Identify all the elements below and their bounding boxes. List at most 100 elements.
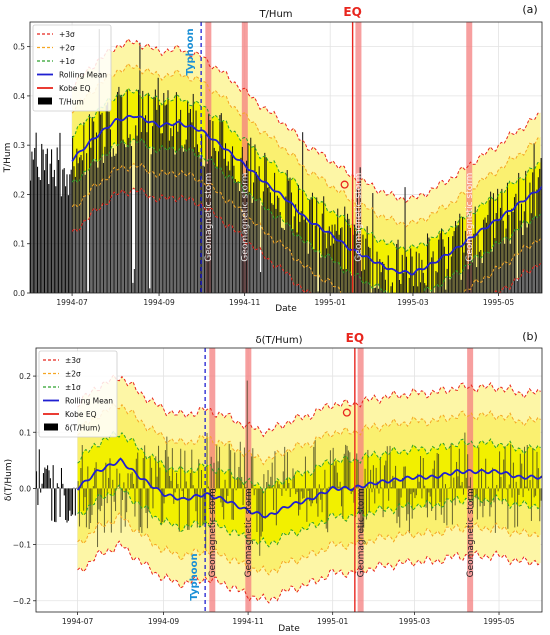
- legend-swatch: [44, 423, 58, 431]
- bar: [348, 218, 350, 293]
- bar: [243, 447, 245, 489]
- bar: [463, 252, 465, 293]
- bar: [517, 488, 519, 527]
- bar: [540, 488, 542, 501]
- bar: [237, 181, 239, 293]
- bar: [206, 432, 208, 489]
- bar: [389, 445, 391, 489]
- bar: [213, 462, 215, 489]
- bars: [36, 380, 542, 556]
- bar: [91, 116, 93, 293]
- bar: [309, 199, 311, 293]
- bar: [293, 216, 295, 293]
- bar: [234, 179, 236, 293]
- bar: [241, 146, 243, 293]
- y-tick-label: 0.0: [13, 289, 25, 298]
- x-tick-label: 1995-03: [399, 617, 431, 626]
- x-tick-label: 1995-01: [315, 298, 347, 307]
- bar: [42, 473, 44, 489]
- bar: [58, 486, 60, 489]
- bar: [397, 488, 399, 517]
- bar: [369, 247, 371, 293]
- bar: [146, 132, 148, 293]
- bar: [178, 488, 180, 532]
- bar: [276, 195, 278, 293]
- bar: [306, 488, 308, 522]
- bar: [323, 196, 325, 293]
- bar: [440, 488, 442, 515]
- bar: [129, 134, 131, 293]
- bar: [462, 216, 464, 293]
- bar: [80, 154, 82, 293]
- bar: [94, 161, 96, 293]
- bar: [102, 469, 104, 489]
- bar: [149, 457, 151, 489]
- y-tick-label: 0.1: [19, 428, 31, 437]
- bar: [140, 132, 142, 293]
- bar: [166, 436, 168, 489]
- legend-label: +3σ: [59, 30, 75, 39]
- bar: [297, 184, 299, 293]
- bar: [285, 196, 287, 293]
- bar: [178, 119, 180, 293]
- bar: [259, 488, 261, 556]
- bar: [121, 488, 123, 500]
- bar: [239, 191, 241, 293]
- bar: [88, 114, 90, 293]
- bar: [267, 470, 269, 489]
- bar: [227, 488, 229, 496]
- bar: [37, 488, 39, 506]
- plot-area: [30, 22, 542, 293]
- bar: [481, 468, 483, 489]
- bar: [214, 488, 216, 492]
- bar: [95, 132, 97, 293]
- bar: [278, 484, 280, 489]
- bar: [160, 488, 162, 526]
- chart-title: T/Hum: [258, 9, 292, 20]
- bar: [54, 488, 56, 522]
- bar: [69, 488, 71, 511]
- bar: [522, 234, 524, 293]
- bar: [504, 446, 506, 489]
- bar: [169, 475, 171, 489]
- bar: [443, 488, 445, 523]
- bar: [264, 488, 266, 519]
- bar: [49, 478, 51, 489]
- rolling-mean-line: [76, 457, 542, 519]
- sigma-band: [77, 402, 541, 493]
- y-tick-label: 0.0: [19, 484, 31, 493]
- bar: [156, 476, 158, 489]
- bar: [518, 172, 520, 293]
- bar: [432, 468, 434, 489]
- bar: [442, 473, 444, 489]
- sigma-band: [72, 38, 541, 227]
- bar: [288, 483, 290, 489]
- bar: [235, 488, 237, 491]
- bar: [70, 488, 72, 517]
- bar: [74, 176, 76, 293]
- bar: [187, 488, 189, 530]
- bar: [157, 445, 160, 489]
- bar: [53, 169, 55, 293]
- bar: [449, 487, 451, 489]
- bar: [161, 133, 163, 293]
- bar: [469, 477, 471, 489]
- bar: [511, 208, 513, 293]
- bar: [84, 174, 86, 293]
- bar: [435, 271, 437, 293]
- sigma-line: [71, 162, 541, 293]
- bar: [151, 467, 153, 489]
- bar: [108, 477, 110, 489]
- bar: [341, 227, 343, 293]
- bar: [195, 110, 197, 293]
- bar: [120, 488, 122, 533]
- bar: [59, 132, 61, 293]
- bar: [490, 488, 492, 508]
- bar: [128, 488, 130, 490]
- bar: [155, 456, 157, 489]
- bar: [383, 263, 385, 293]
- sigma-line: [77, 373, 541, 438]
- bar: [222, 121, 224, 293]
- bar: [368, 246, 370, 293]
- bar: [439, 488, 441, 503]
